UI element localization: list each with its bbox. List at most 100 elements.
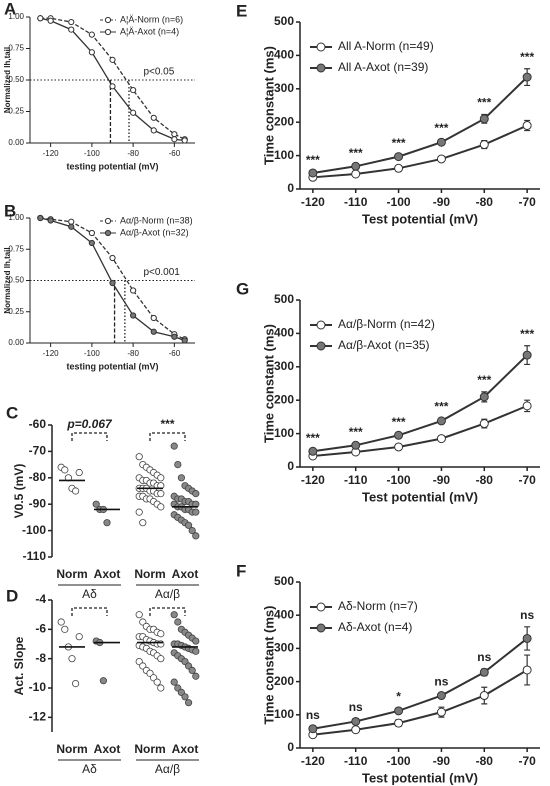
data-point (185, 699, 193, 707)
data-point (61, 625, 69, 633)
data-point (88, 31, 95, 38)
data-point (150, 114, 157, 121)
y-axis-label: Time constant (ms) (261, 324, 276, 443)
y-tick-label: 500 (274, 574, 294, 588)
legend-label: Aα/β-Axot (n=32) (120, 227, 189, 237)
data-point (139, 519, 147, 527)
y-tick-label: 200 (274, 674, 294, 688)
data-point (181, 337, 188, 344)
group-label: Aα/β (155, 587, 180, 601)
y-tick-label: -12 (29, 710, 47, 724)
significance-label: ns (477, 650, 491, 664)
legend-label: All A-Axot (n=39) (338, 60, 428, 74)
y-tick-label: 0 (287, 181, 294, 195)
panel-label: A (4, 0, 16, 18)
x-tick-label: Axot (172, 567, 199, 581)
significance-label: *** (306, 153, 320, 167)
data-point (103, 519, 111, 527)
y-tick-label: 0.00 (8, 138, 24, 147)
data-point (135, 611, 143, 619)
data-point (192, 637, 200, 645)
significance-label: ns (520, 608, 534, 622)
data-point (92, 500, 100, 508)
comparison-label: p=0.067 (66, 417, 113, 431)
y-tick-label: 1.00 (8, 213, 24, 222)
y-tick-label: 0.75 (8, 244, 24, 253)
data-point (157, 503, 165, 511)
legend-marker (316, 320, 326, 330)
x-tick-label: -90 (433, 195, 451, 209)
legend-marker (316, 623, 326, 633)
data-point (171, 131, 178, 138)
data-point (68, 655, 76, 663)
data-point (181, 137, 188, 144)
y-tick-label: 500 (274, 14, 294, 28)
x-tick-label: Axot (94, 567, 121, 581)
y-axis-label: Normalized Ih,tail (3, 47, 12, 113)
significance-label: ns (349, 700, 363, 714)
series-line (312, 669, 528, 736)
data-point (188, 666, 196, 675)
x-tick-label: Norm (56, 567, 87, 581)
data-point (153, 678, 161, 686)
data-point (171, 333, 178, 340)
panel-label: G (236, 279, 249, 298)
x-tick-label: -100 (387, 754, 411, 768)
data-point (436, 416, 446, 426)
data-point (479, 140, 489, 150)
data-point (88, 49, 95, 56)
y-tick-label: -6 (35, 622, 46, 636)
x-tick-label: -110 (344, 754, 368, 768)
x-axis-label: Test potential (mV) (362, 211, 478, 226)
data-point (150, 328, 157, 335)
y-tick-label: 300 (274, 81, 294, 95)
data-point (308, 724, 318, 734)
x-tick-label: -110 (344, 195, 368, 209)
data-point (174, 618, 182, 626)
x-axis-label: Test potential (mV) (362, 770, 478, 785)
data-point (479, 667, 489, 677)
significance-label: *** (477, 96, 491, 110)
data-point (150, 314, 157, 322)
data-point (61, 466, 69, 474)
comparison-bracket (71, 432, 108, 441)
data-point (157, 630, 165, 638)
data-point (109, 83, 116, 90)
y-tick-label: 300 (274, 641, 294, 655)
data-point (185, 521, 193, 529)
x-tick-label: -100 (84, 149, 101, 158)
significance-label: *** (349, 425, 363, 439)
y-axis-label: Time constant (ms) (261, 606, 276, 725)
x-tick-label: -90 (433, 473, 451, 487)
data-point (75, 468, 83, 477)
y-tick-label: -90 (29, 496, 47, 510)
data-point (479, 419, 489, 429)
significance-label: *** (392, 136, 406, 150)
data-point (308, 168, 318, 178)
x-tick-label: -120 (301, 195, 325, 209)
significance-label: *** (520, 327, 534, 341)
data-point (394, 163, 404, 173)
y-axis-label: Time constant (ms) (261, 46, 276, 165)
x-tick-label: -60 (169, 349, 181, 358)
data-point (68, 26, 75, 33)
data-point (351, 716, 361, 726)
y-tick-label: 1.00 (8, 12, 24, 21)
legend-label: Aα/β-Axot (n=35) (338, 338, 430, 352)
data-point (522, 401, 532, 411)
panel-label: E (236, 1, 247, 20)
data-point (57, 618, 65, 626)
data-point (479, 114, 489, 124)
data-point (130, 86, 137, 94)
data-point (351, 161, 361, 171)
x-tick-label: -120 (301, 754, 325, 768)
legend-label: Aα/β-Norm (n=42) (338, 317, 435, 331)
x-tick-label: -120 (43, 149, 60, 158)
panel-label: C (6, 403, 18, 422)
data-point (394, 430, 404, 440)
y-tick-label: -10 (29, 680, 47, 694)
data-point (109, 279, 116, 287)
data-point (436, 137, 446, 147)
y-axis-label: Normalized Ih,tail (3, 247, 12, 313)
